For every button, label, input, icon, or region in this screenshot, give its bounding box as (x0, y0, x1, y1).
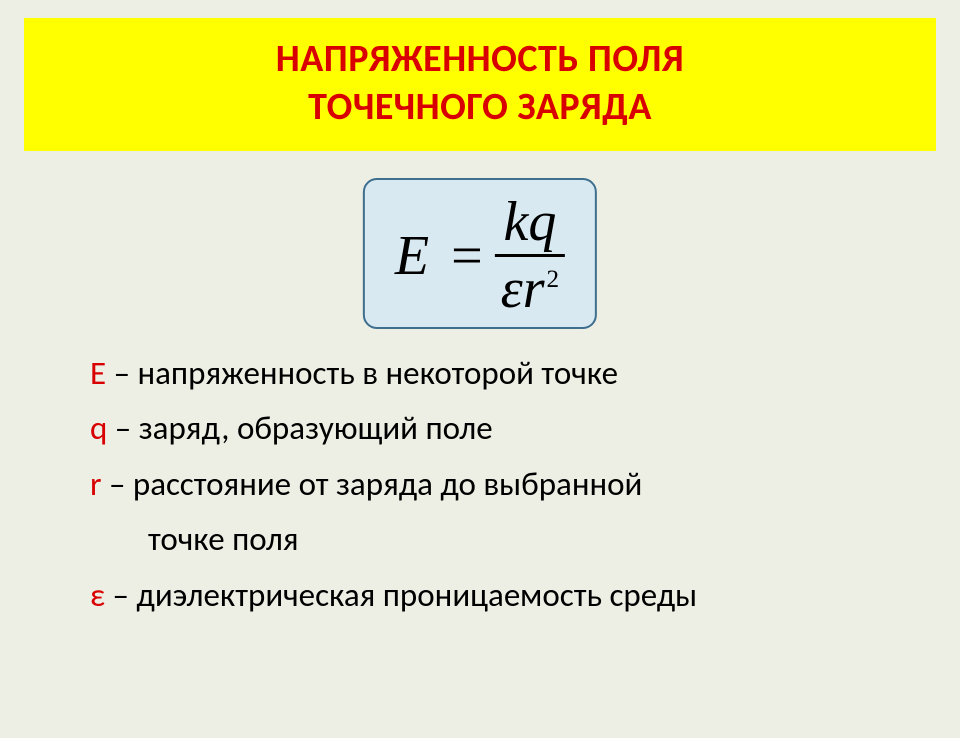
definition-r-line2: точке поля (90, 512, 900, 567)
text-r-1: – расстояние от заряда до выбранной (102, 464, 643, 504)
formula-box: E = kq εr2 (363, 178, 597, 329)
title-bar: НАПРЯЖЕННОСТЬ ПОЛЯ ТОЧЕЧНОГО ЗАРЯДА (24, 18, 936, 151)
formula-lhs: E (395, 224, 429, 288)
text-e: – напряженность в некоторой точке (106, 353, 618, 393)
denominator-exponent: 2 (547, 266, 560, 293)
denominator-epsilon: ε (501, 258, 523, 320)
definition-epsilon: ε – диэлектрическая проницаемость среды (90, 568, 900, 623)
definitions-block: E – напряженность в некоторой точке q – … (90, 346, 900, 623)
symbol-epsilon: ε (90, 575, 105, 615)
text-epsilon: – диэлектрическая проницаемость среды (105, 575, 697, 615)
symbol-q: q (90, 408, 107, 448)
formula-equals: = (451, 224, 483, 288)
formula-denominator: εr2 (495, 257, 565, 317)
definition-q: q – заряд, образующий поле (90, 401, 900, 456)
slide-title: НАПРЯЖЕННОСТЬ ПОЛЯ ТОЧЕЧНОГО ЗАРЯДА (44, 36, 916, 131)
formula-numerator: kq (497, 194, 562, 254)
symbol-r: r (90, 464, 102, 504)
definition-e: E – напряженность в некоторой точке (90, 346, 900, 401)
title-line-2: ТОЧЕЧНОГО ЗАРЯДА (308, 84, 652, 130)
definition-r-line1: r – расстояние от заряда до выбранной (90, 457, 900, 512)
formula-fraction: kq εr2 (495, 194, 565, 317)
symbol-e: E (90, 353, 106, 393)
title-line-1: НАПРЯЖЕННОСТЬ ПОЛЯ (276, 36, 684, 82)
text-r-2: точке поля (148, 519, 299, 559)
formula: E = kq εr2 (395, 194, 565, 317)
denominator-r: r (523, 258, 545, 320)
text-q: – заряд, образующий поле (107, 408, 492, 448)
